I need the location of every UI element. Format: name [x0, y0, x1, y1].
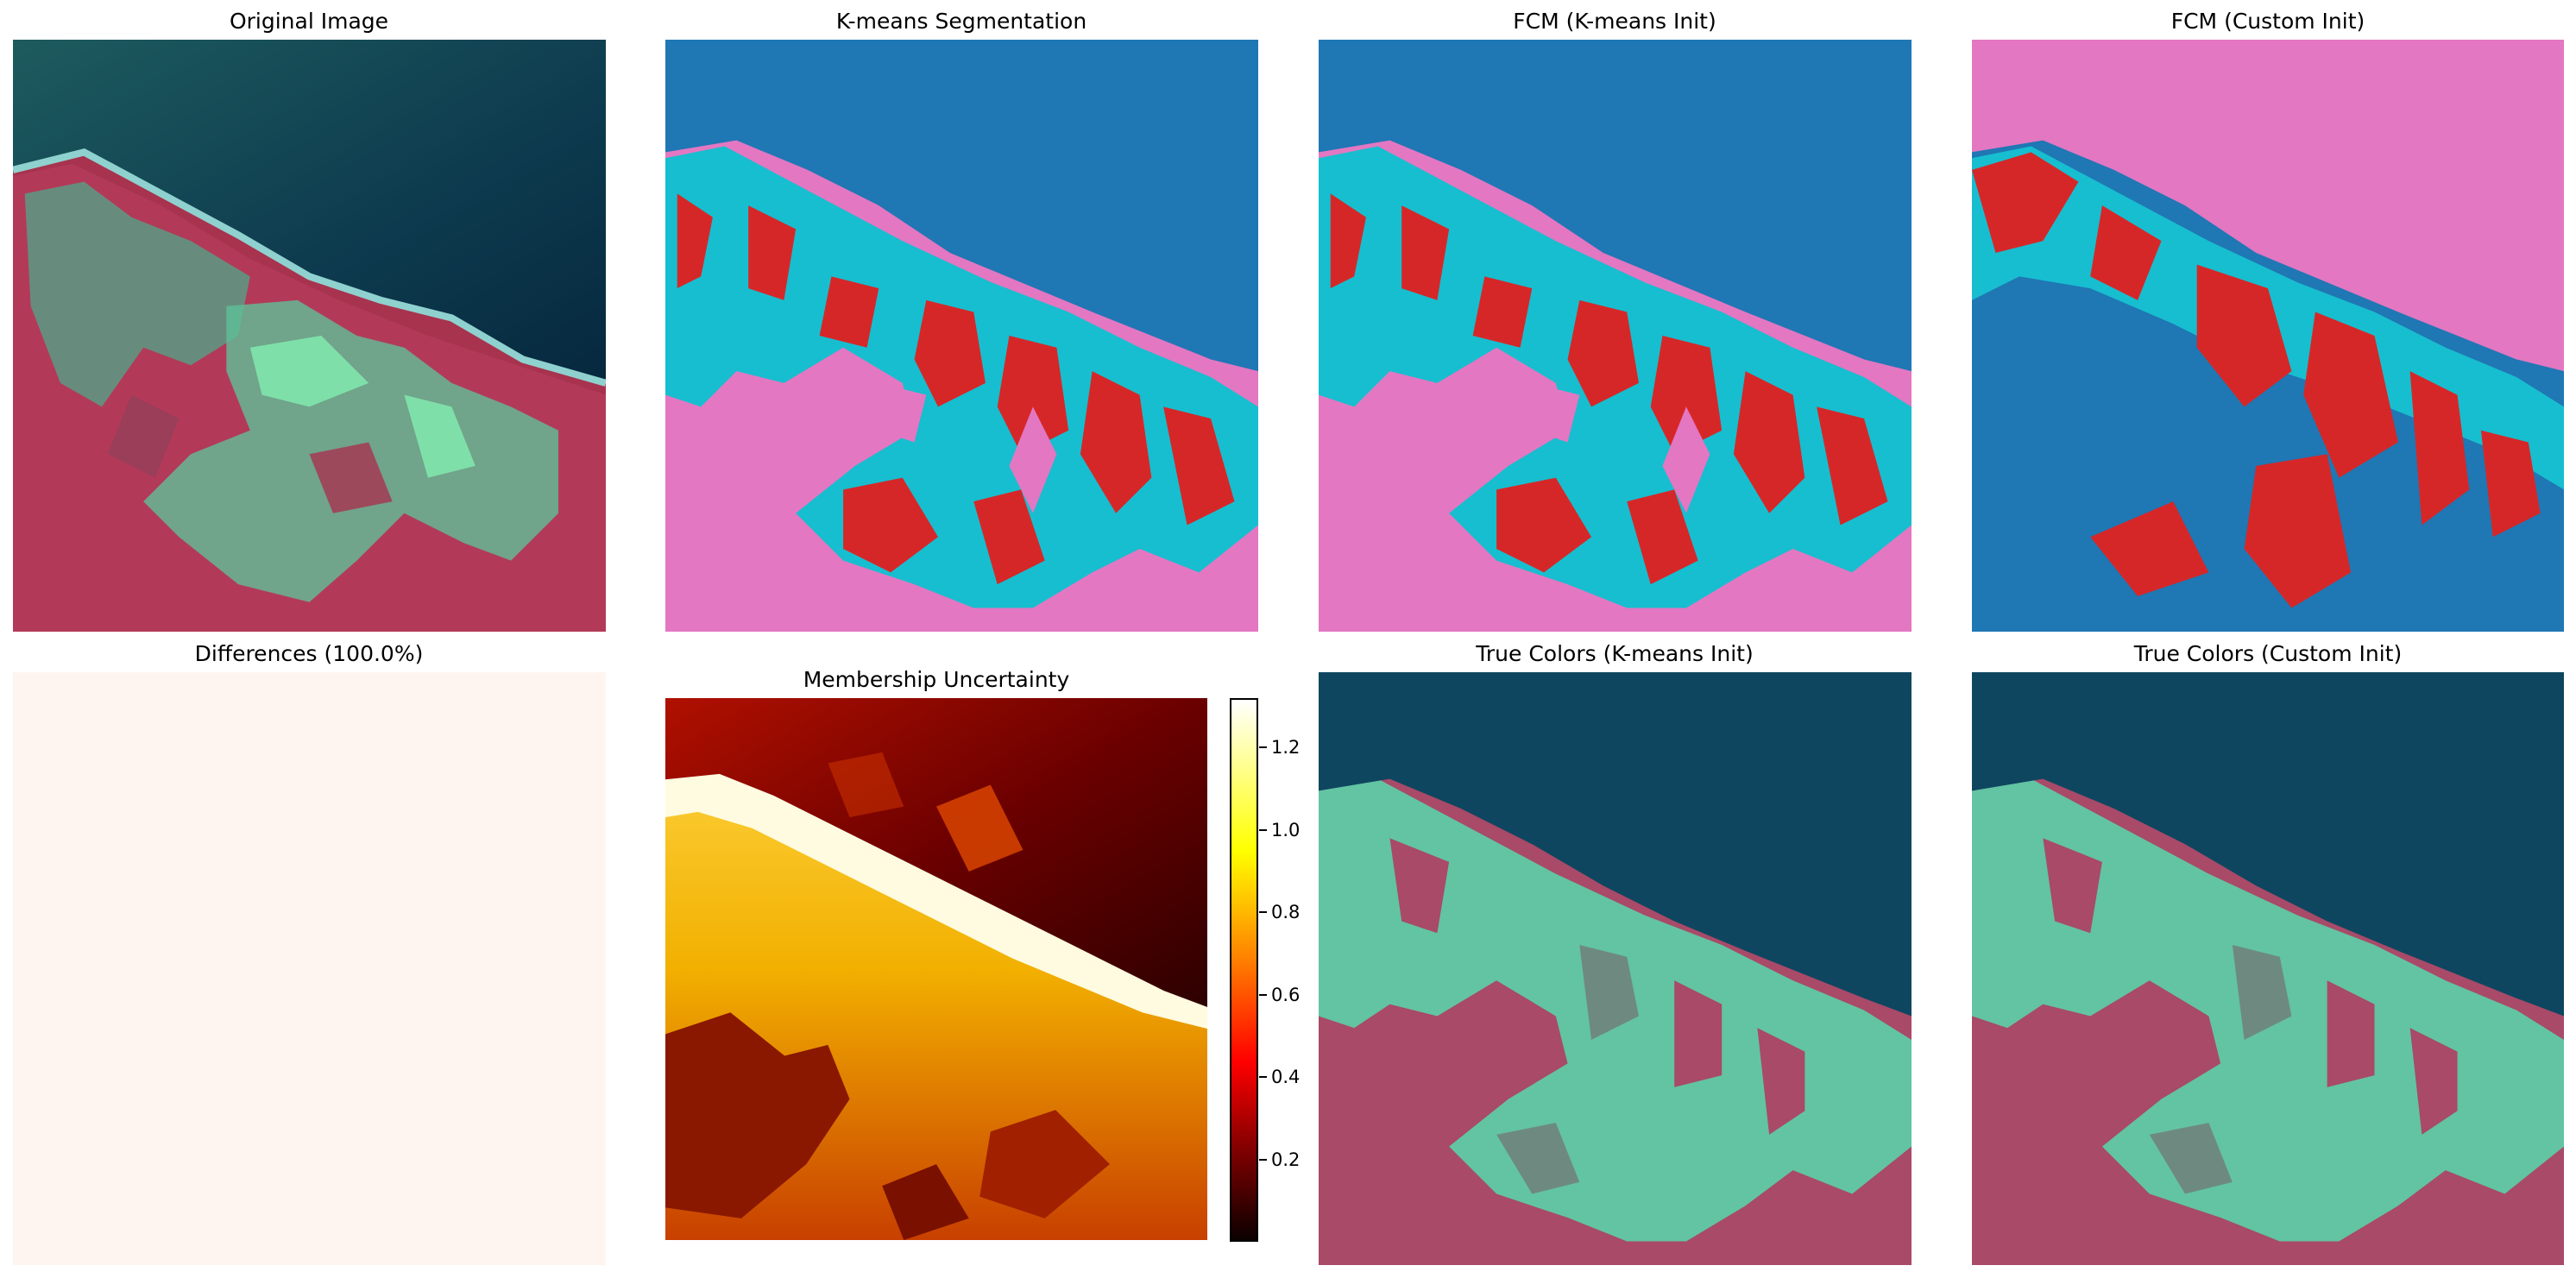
- colorbar-tick-label: 1.2: [1258, 737, 1301, 758]
- panel-title-fcm-custom: FCM (Custom Init): [2170, 9, 2365, 34]
- fcm-custom-init-image: [1972, 40, 2564, 632]
- panel-title-fcm-kmeans: FCM (K-means Init): [1513, 9, 1716, 34]
- panel-title-kmeans: K-means Segmentation: [835, 9, 1087, 34]
- fcm-kmeans-init-image: [1319, 40, 1912, 632]
- panel-title-original: Original Image: [229, 9, 389, 34]
- panel-title-differences: Differences (100.0%): [194, 641, 424, 666]
- membership-uncertainty-image: [665, 698, 1207, 1240]
- colorbar: [1230, 698, 1258, 1242]
- original-image: [13, 40, 606, 632]
- colorbar-tick-label: 0.2: [1258, 1149, 1301, 1170]
- colorbar-tick-label: 0.6: [1258, 985, 1301, 1005]
- true-colors-kmeans-image: [1319, 672, 1912, 1265]
- differences-image: [13, 672, 606, 1265]
- colorbar-tick-label: 0.8: [1258, 902, 1301, 922]
- kmeans-segmentation-image: [665, 40, 1258, 632]
- colorbar-tick-label: 1.0: [1258, 820, 1301, 840]
- panel-title-uncertainty: Membership Uncertainty: [803, 667, 1070, 692]
- true-colors-custom-image: [1972, 672, 2564, 1265]
- panel-title-true-custom: True Colors (Custom Init): [2133, 641, 2403, 666]
- panel-title-true-kmeans: True Colors (K-means Init): [1476, 641, 1754, 666]
- colorbar-tick-label: 0.4: [1258, 1067, 1301, 1087]
